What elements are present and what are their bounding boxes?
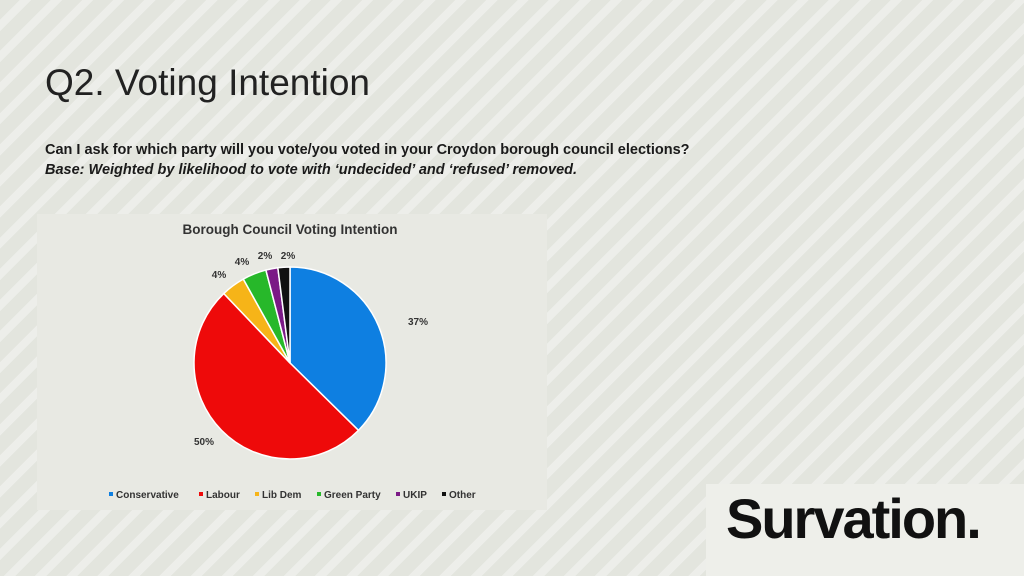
legend-label: Labour — [206, 490, 240, 501]
chart-legend: Conservative Labour Lib Dem Green Party UKIP… — [109, 490, 476, 501]
legend-swatch — [255, 492, 259, 496]
base-text: Base: Weighted by likelihood to vote wit… — [45, 162, 578, 178]
chart-title: Borough Council Voting Intention — [183, 222, 398, 237]
legend-label: Other — [449, 490, 476, 501]
legend-swatch — [442, 492, 446, 496]
legend-swatch — [396, 492, 400, 496]
data-label-conservative: 37% — [408, 317, 428, 328]
logo-panel — [706, 484, 1024, 576]
data-label-ukip: 2% — [258, 251, 273, 262]
legend-item-lib-dem: Lib Dem — [255, 490, 302, 501]
data-label-labour: 50% — [194, 437, 214, 448]
legend-swatch — [199, 492, 203, 496]
pie-data-labels: 37% 50% 4% 4% 2% 2% — [194, 251, 428, 448]
chart-panel: Borough Council Voting Intention 37% 50% 4… — [37, 214, 547, 510]
data-label-green-party: 4% — [235, 257, 250, 268]
pie-slice-conservative — [289, 266, 387, 432]
legend-label: Green Party — [324, 490, 381, 501]
pie-slices — [193, 266, 387, 460]
legend-item-green-party: Green Party — [317, 490, 381, 501]
legend-item-ukip: UKIP — [396, 490, 427, 501]
legend-item-other: Other — [442, 490, 476, 501]
data-label-other: 2% — [281, 251, 296, 262]
legend-swatch — [317, 492, 321, 496]
legend-label: Lib Dem — [262, 490, 302, 501]
legend-swatch — [109, 492, 113, 496]
legend-label: UKIP — [403, 490, 427, 501]
data-label-lib-dem: 4% — [212, 270, 227, 281]
legend-item-conservative: Conservative — [109, 490, 179, 501]
pie-chart: Borough Council Voting Intention 37% 50% 4… — [109, 222, 476, 501]
legend-label: Conservative — [116, 490, 179, 501]
pie-slice-labour — [193, 292, 360, 460]
legend-item-labour: Labour — [199, 490, 240, 501]
pie-slice-other — [277, 266, 291, 364]
slide-title: Q2. Voting Intention — [45, 62, 371, 103]
question-text: Can I ask for which party will you vote/… — [45, 142, 690, 158]
survation-logo: Survation. — [726, 487, 982, 550]
